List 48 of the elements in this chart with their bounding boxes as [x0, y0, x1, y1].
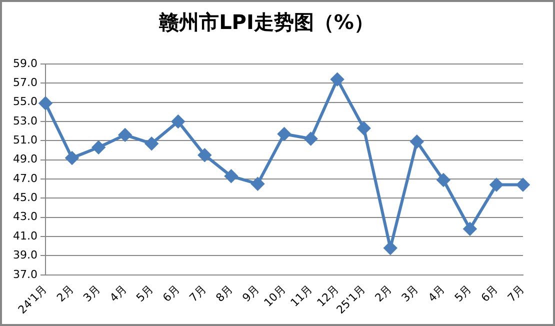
y-tick-label: 57.0 [12, 76, 38, 90]
point [251, 177, 264, 190]
x-tick-label: 5月 [134, 282, 156, 304]
x-tick-label: 4月 [426, 282, 448, 304]
point [410, 135, 424, 148]
y-tick-label: 37.0 [12, 268, 38, 281]
y-tick-label: 51.0 [12, 134, 38, 147]
point [357, 122, 370, 135]
x-tick-label: 4月 [107, 282, 130, 304]
point [66, 151, 79, 164]
x-tick-label: 6月 [160, 282, 182, 304]
x-tick-label: 10月 [262, 282, 288, 310]
x-tick-label: 9月 [240, 282, 262, 304]
x-tick-label: 5月 [452, 282, 474, 304]
x-tick-label: 2月 [372, 282, 394, 304]
x-tick-label: 2月 [54, 282, 76, 304]
y-tick-label: 55.0 [12, 95, 38, 108]
y-tick-label: 39.0 [12, 248, 38, 262]
point [436, 173, 450, 186]
point [145, 137, 158, 150]
point [304, 132, 318, 146]
x-tick-label: 7月 [186, 282, 209, 304]
x-tick-label: 6月 [478, 282, 501, 304]
point [330, 72, 344, 86]
x-tick-label: 11月 [288, 282, 315, 310]
x-tick-label: 3月 [399, 282, 422, 304]
point [224, 170, 238, 183]
point [463, 222, 476, 236]
y-tick-label: 59.0 [12, 56, 38, 70]
x-tick-label: 7月 [505, 282, 528, 304]
point [92, 140, 106, 154]
point [278, 127, 291, 140]
point [38, 96, 52, 110]
point [490, 178, 503, 192]
point [384, 242, 397, 255]
y-tick-label: 45.0 [12, 191, 38, 204]
x-tick-label: 8月 [213, 282, 236, 304]
y-tick-label: 47.0 [12, 172, 38, 185]
chart-title: 赣州市LPI走势图（%） [158, 10, 374, 34]
y-tick-label: 41.0 [12, 229, 38, 242]
point [172, 115, 185, 128]
point [198, 148, 212, 162]
y-tick-label: 49.0 [12, 152, 38, 166]
point [516, 178, 530, 192]
y-tick-label: 53.0 [12, 114, 38, 128]
x-tick-label: 3月 [80, 282, 103, 304]
y-tick-label: 43.0 [12, 210, 38, 224]
point [118, 128, 132, 142]
